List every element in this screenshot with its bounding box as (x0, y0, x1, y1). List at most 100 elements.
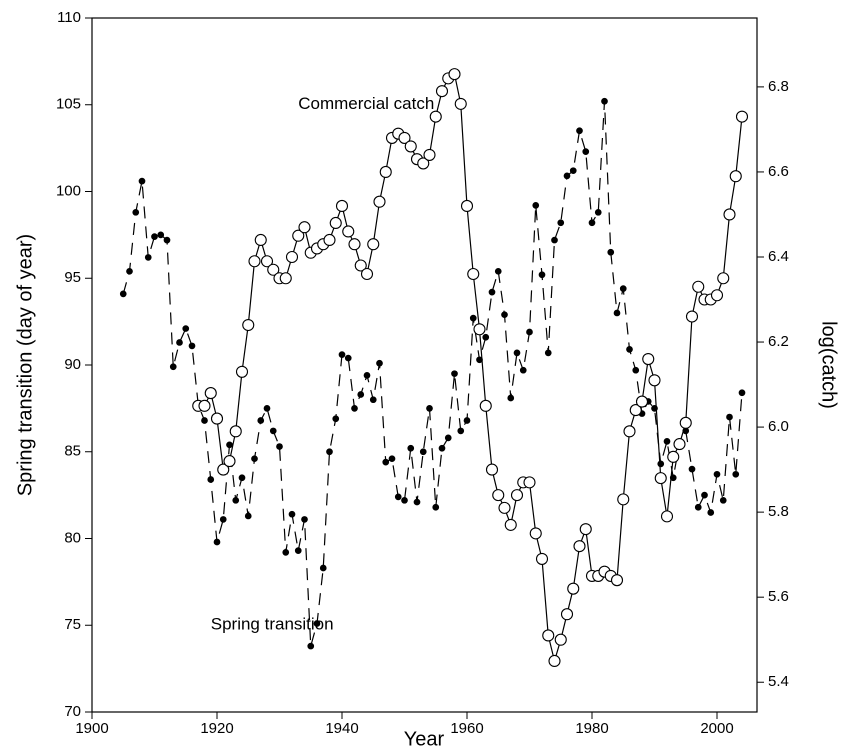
catch-point (348, 238, 361, 251)
transition-point (419, 448, 427, 456)
catch-point (685, 310, 699, 323)
transition-point (213, 538, 221, 546)
catch-point (267, 263, 280, 276)
transition-point (469, 314, 477, 322)
x-axis-label: Year (404, 728, 445, 750)
catch-point (667, 450, 680, 463)
transition-point (394, 493, 402, 501)
transition-point (119, 290, 127, 298)
transition-point (132, 208, 140, 216)
transition-point (632, 366, 640, 374)
series-line (122, 101, 743, 647)
catch-point (629, 404, 642, 417)
transition-point (601, 97, 608, 105)
x-tick-label: 1980 (575, 720, 608, 737)
catch-point (217, 463, 230, 476)
transition-point (126, 267, 133, 275)
annotation: Commercial catch (298, 94, 434, 113)
catch-point (548, 654, 561, 668)
catch-point (623, 425, 636, 438)
plot-frame (91, 17, 758, 713)
transition-point (382, 458, 390, 466)
catch-point (379, 165, 392, 178)
transition-point (226, 441, 233, 449)
catch-point (542, 629, 555, 642)
transition-point (451, 370, 458, 378)
transition-point (363, 372, 371, 379)
transition-point (351, 405, 358, 412)
catch-point (573, 540, 586, 553)
transition-point (607, 248, 615, 256)
transition-point (357, 391, 365, 398)
catch-point (710, 289, 724, 302)
transition-point (169, 363, 177, 371)
transition-point (319, 564, 327, 572)
catch-point (504, 518, 517, 531)
transition-point (463, 417, 471, 424)
transition-point (207, 476, 215, 483)
transition-point (163, 236, 171, 244)
catch-point (654, 472, 667, 485)
y-tick-label: 100 (56, 182, 81, 199)
y-tick-label: 90 (64, 356, 81, 373)
transition-point (532, 202, 540, 209)
y-axis-label: Spring transition (day of year) (14, 234, 36, 496)
transition-point (626, 346, 633, 353)
catch-point (435, 85, 449, 98)
y2-tick-label: 6.4 (768, 248, 789, 265)
transition-point (138, 177, 146, 185)
transition-point (426, 405, 433, 412)
transition-point (494, 267, 502, 275)
transition-point (238, 474, 246, 482)
x-tick-label: 1920 (200, 720, 233, 737)
transition-point (657, 460, 665, 468)
transition-point (444, 434, 452, 442)
catch-point (298, 221, 311, 234)
transition-point (732, 470, 740, 478)
catch-point (354, 259, 367, 272)
transition-point (701, 491, 708, 499)
catch-point (204, 387, 217, 400)
catch-point (485, 463, 499, 476)
y-tick-label: 75 (64, 616, 81, 633)
catch-point (323, 233, 336, 247)
transition-point (726, 413, 733, 421)
transition-point (182, 325, 190, 332)
transition-point (219, 516, 227, 523)
transition-point (457, 427, 465, 435)
catch-point (329, 216, 342, 230)
transition-point (738, 389, 746, 397)
catch-point (479, 399, 492, 412)
catch-point (398, 131, 411, 144)
catch-point (535, 552, 549, 565)
y-tick-label: 110 (57, 9, 81, 26)
catch-point (460, 199, 474, 213)
catch-point (373, 195, 386, 208)
transition-point (144, 254, 152, 261)
y2-axis-label: log(catch) (818, 321, 840, 409)
transition-point (313, 620, 321, 627)
transition-point (613, 309, 621, 317)
transition-point (344, 354, 352, 362)
catch-point (735, 110, 749, 123)
transition-point (513, 349, 521, 357)
catch-point (529, 527, 542, 540)
transition-point (157, 231, 165, 239)
catch-point (723, 208, 736, 221)
catch-point (679, 416, 692, 429)
catch-point (198, 399, 211, 412)
catch-point (642, 352, 655, 366)
y2-tick-label: 6.0 (768, 418, 789, 435)
y2-tick-label: 5.8 (768, 503, 789, 520)
catch-point (223, 455, 236, 468)
transition-point (557, 219, 565, 227)
transition-point (538, 271, 546, 279)
catch-point (342, 225, 355, 238)
transition-point (719, 496, 727, 504)
transition-point (326, 448, 333, 456)
catch-point (567, 582, 580, 595)
transition-point (401, 496, 408, 504)
catch-point (367, 238, 380, 251)
transition-point (569, 167, 577, 175)
